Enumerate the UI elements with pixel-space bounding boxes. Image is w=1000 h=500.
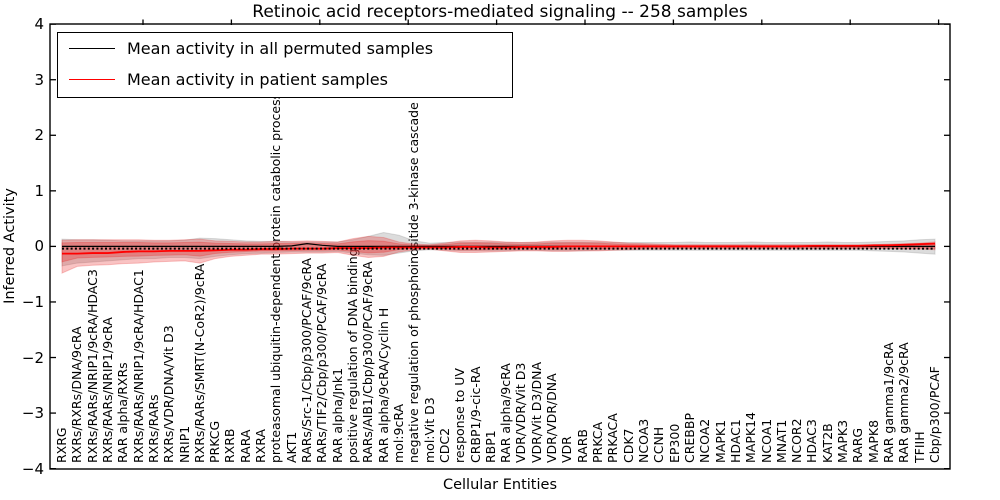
x-axis-label: Cellular Entities xyxy=(442,477,558,493)
legend-label-permuted: Mean activity in all permuted samples xyxy=(127,39,434,58)
y-tick-label: 1 xyxy=(34,181,44,200)
y-tick-label: 3 xyxy=(34,70,44,89)
y-tick-label: 2 xyxy=(34,126,44,145)
legend: Mean activity in all permuted samples Me… xyxy=(57,32,513,98)
legend-entry-patient: Mean activity in patient samples xyxy=(58,64,512,95)
y-tick-label: −4 xyxy=(21,459,44,478)
permuted-line-sample xyxy=(69,48,115,49)
legend-label-patient: Mean activity in patient samples xyxy=(127,70,388,89)
permuted-samples-spread-band xyxy=(61,231,936,267)
y-tick-label: −1 xyxy=(21,292,44,311)
chart-title: Retinoic acid receptors-mediated signali… xyxy=(252,2,748,22)
y-tick-label: 0 xyxy=(34,237,44,256)
y-tick-label: −2 xyxy=(21,348,44,367)
legend-entry-permuted: Mean activity in all permuted samples xyxy=(58,33,512,64)
y-tick-label: −3 xyxy=(21,404,44,423)
mean-activity-in-patient-samples-line xyxy=(62,242,936,255)
y-tick-label: 4 xyxy=(34,15,44,34)
patient-line-sample xyxy=(69,79,115,80)
